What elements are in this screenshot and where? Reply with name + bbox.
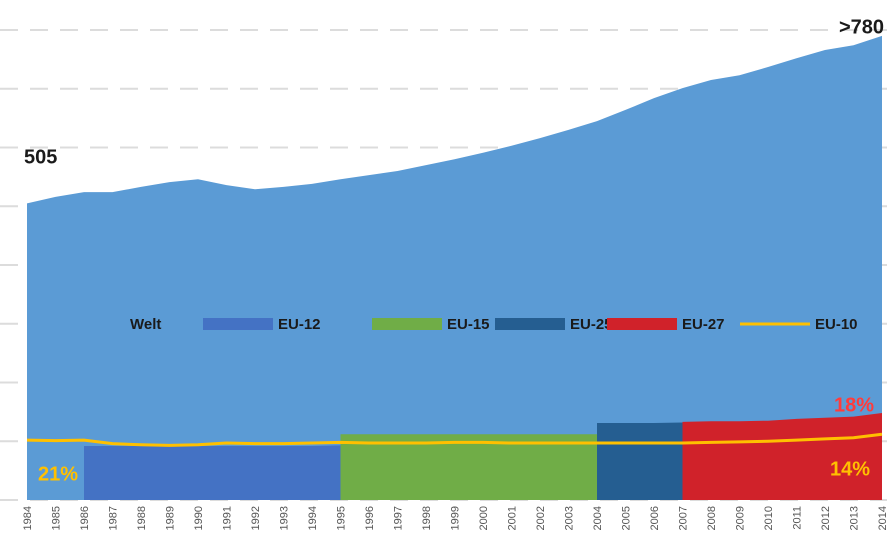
x-tick-label: 2009 — [734, 506, 746, 530]
area — [84, 445, 341, 500]
legend-swatch — [607, 318, 677, 330]
x-tick-label: 1995 — [335, 506, 347, 530]
x-tick-label: 1990 — [193, 506, 205, 530]
legend-swatch — [372, 318, 442, 330]
annotation: 14% — [830, 458, 870, 480]
area — [27, 35, 882, 500]
area — [682, 413, 882, 500]
x-tick-label: 2006 — [649, 506, 661, 530]
legend-swatch — [55, 318, 125, 330]
x-tick-label: 1989 — [164, 506, 176, 530]
x-tick-label: 2007 — [677, 506, 689, 530]
x-tick-label: 1997 — [392, 506, 404, 530]
x-tick-label: 1986 — [79, 506, 91, 530]
x-tick-label: 1998 — [421, 506, 433, 530]
legend-label: EU-10 — [815, 316, 858, 333]
x-tick-label: 2001 — [506, 506, 518, 530]
x-tick-label: 1985 — [50, 506, 62, 530]
legend-label: EU-25 — [570, 316, 613, 333]
legend-label: EU-27 — [682, 316, 725, 333]
legend-label: Welt — [130, 316, 161, 333]
x-tick-label: 2002 — [535, 506, 547, 530]
x-tick-label: 2005 — [620, 506, 632, 530]
x-tick-label: 1984 — [22, 506, 34, 530]
x-tick-label: 1988 — [136, 506, 148, 530]
area — [340, 434, 597, 500]
x-tick-label: 1999 — [449, 506, 461, 530]
annotation: >780 — [839, 16, 884, 38]
x-tick-label: 2010 — [763, 506, 775, 530]
annotation: 505 — [24, 146, 57, 168]
x-tick-label: 2014 — [877, 506, 887, 530]
x-tick-label: 2011 — [791, 506, 803, 530]
x-tick-label: 1993 — [278, 506, 290, 530]
legend-label: EU-15 — [447, 316, 490, 333]
annotation: 21% — [38, 463, 78, 485]
legend-label: EU-12 — [278, 316, 321, 333]
x-tick-label: 1992 — [250, 506, 262, 530]
x-tick-label: 2008 — [706, 506, 718, 530]
x-tick-label: 1994 — [307, 506, 319, 530]
annotation: 18% — [834, 394, 874, 416]
x-tick-label: 1987 — [107, 506, 119, 530]
x-tick-label: 2013 — [848, 506, 860, 530]
x-tick-label: 2004 — [592, 506, 604, 530]
legend-swatch — [495, 318, 565, 330]
area — [597, 422, 683, 500]
line — [26, 432, 883, 447]
x-tick-label: 2012 — [820, 506, 832, 530]
x-tick-label: 1991 — [221, 506, 233, 530]
x-tick-label: 1996 — [364, 506, 376, 530]
x-tick-label: 2003 — [563, 506, 575, 530]
x-tick-label: 2000 — [478, 506, 490, 530]
legend-swatch — [203, 318, 273, 330]
